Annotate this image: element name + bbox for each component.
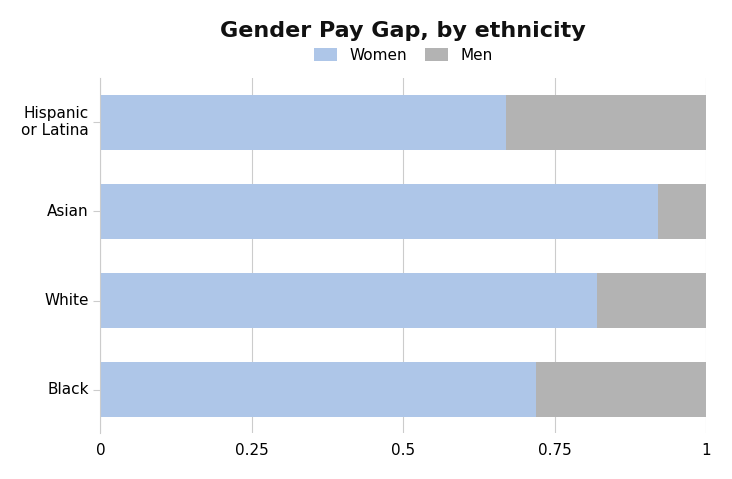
- Bar: [100, 184, 658, 239]
- Title: Gender Pay Gap, by ethnicity: Gender Pay Gap, by ethnicity: [220, 21, 586, 41]
- Bar: [658, 184, 706, 239]
- Bar: [597, 273, 706, 328]
- Legend: Women, Men: Women, Men: [307, 40, 500, 70]
- Bar: [100, 95, 507, 150]
- Bar: [100, 362, 536, 417]
- Bar: [507, 95, 706, 150]
- Bar: [100, 273, 597, 328]
- Bar: [536, 362, 706, 417]
